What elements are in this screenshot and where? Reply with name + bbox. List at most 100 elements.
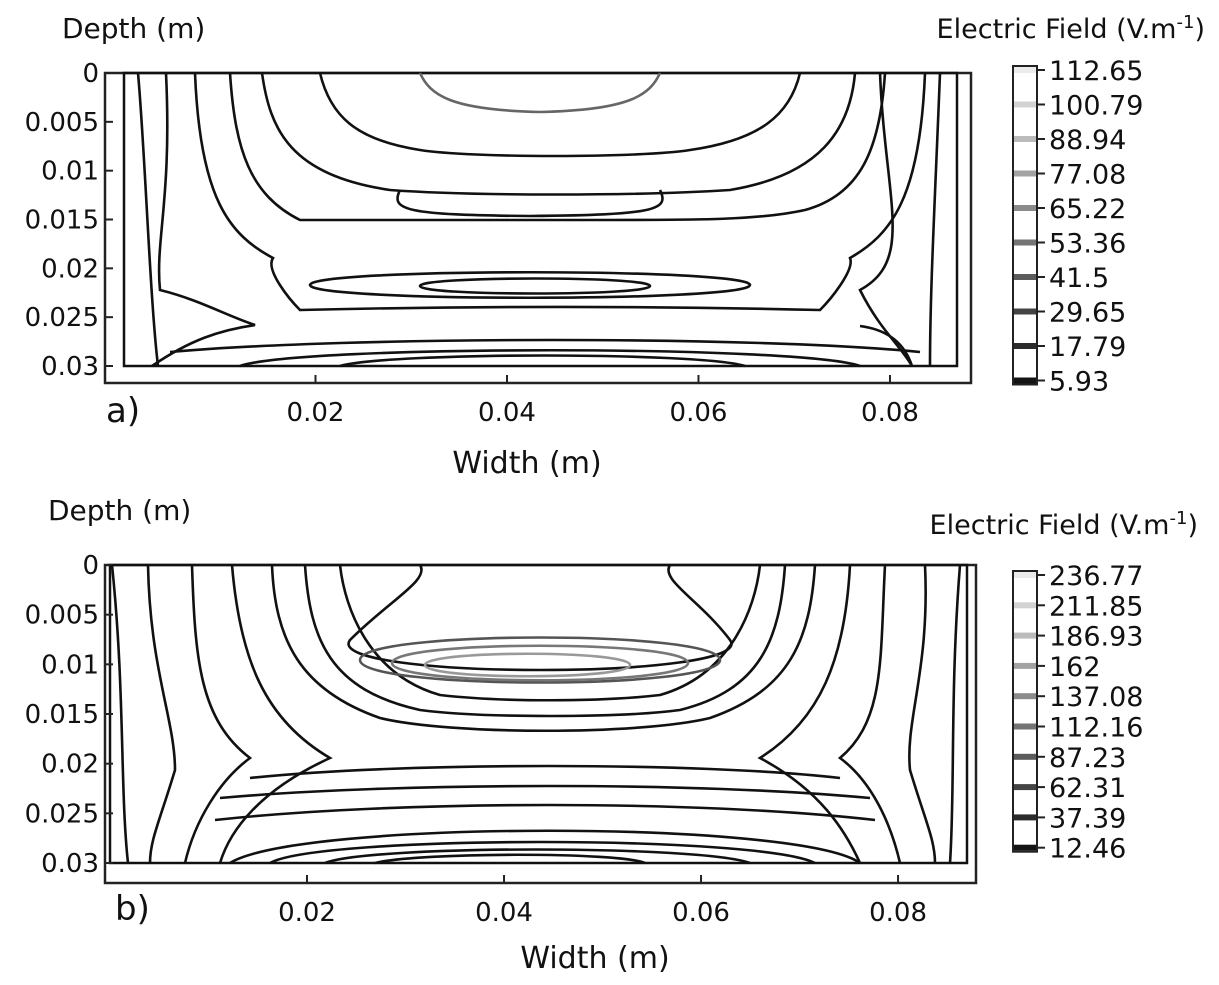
- colorbar-frame: [1012, 65, 1038, 386]
- y-tick-label: 0.025: [25, 799, 99, 829]
- contour-lines: [110, 564, 962, 865]
- y-tick-label: 0.005: [25, 108, 99, 138]
- domain-boundary: [122, 71, 959, 368]
- contour-line: [418, 72, 662, 114]
- x-tick-label: 0.08: [861, 398, 919, 428]
- contour-line: [146, 564, 177, 864]
- colorbar-level-label: 236.77: [1049, 561, 1143, 592]
- colorbar-level-label: 41.5: [1049, 263, 1109, 294]
- colorbar-swatch: [1014, 572, 1036, 578]
- colorbar-level-label: 87.23: [1049, 743, 1126, 774]
- colorbar-swatch: [1014, 205, 1036, 211]
- x-axis-title: Width (m): [520, 941, 669, 976]
- contour-line: [390, 644, 690, 682]
- colorbar-level-label: 12.46: [1049, 834, 1126, 865]
- contour-line: [193, 72, 927, 312]
- y-tick-label: 0.03: [41, 849, 99, 879]
- colorbar-swatch: [1014, 170, 1036, 177]
- contour-line: [858, 72, 914, 367]
- x-tick-label: 0.04: [475, 898, 533, 928]
- x-tick-label: 0.08: [869, 898, 927, 928]
- colorbar-swatch: [1014, 632, 1036, 639]
- x-tick-label: 0.04: [478, 398, 536, 428]
- colorbar-swatch: [1014, 136, 1036, 142]
- colorbar-level-label: 100.79: [1049, 91, 1143, 122]
- contour-line: [151, 72, 256, 368]
- colorbar-level-label: 112.16: [1049, 713, 1143, 744]
- contour-line: [136, 72, 160, 367]
- contour-lines: [136, 72, 942, 368]
- colorbar-level-label: 5.93: [1049, 367, 1109, 398]
- contour-line: [347, 564, 733, 672]
- colorbar-swatch: [1014, 814, 1036, 821]
- colorbar-level-label: 29.65: [1049, 298, 1126, 329]
- x-tick-label: 0.06: [672, 898, 730, 928]
- colorbar-swatch: [1014, 602, 1036, 609]
- contour-line: [339, 354, 746, 368]
- contour-panel-a: Depth (m) Electric Field (V.m-1) 0 0.005 0…: [0, 0, 1219, 490]
- y-tick-label: 0.025: [25, 303, 99, 333]
- colorbar-level-label: 17.79: [1049, 332, 1126, 363]
- contour-line: [239, 348, 861, 368]
- contour-line: [396, 189, 664, 218]
- contour-line: [270, 564, 817, 733]
- contour-line: [928, 72, 942, 367]
- contour-line: [423, 652, 632, 678]
- colorbar-swatch: [1014, 784, 1036, 791]
- y-tick-label: 0: [82, 59, 99, 89]
- colorbar-level-label: 137.08: [1049, 682, 1143, 713]
- contour-line: [908, 564, 937, 864]
- colorbar-level-label: 62.31: [1049, 773, 1126, 804]
- contour-line: [269, 840, 816, 865]
- contour-line: [219, 784, 871, 800]
- colorbar-swatch: [1014, 308, 1036, 315]
- colorbar-swatch: [1014, 67, 1036, 73]
- colorbar-level-label: 37.39: [1049, 803, 1126, 834]
- contour-line: [229, 829, 861, 865]
- y-axis: 0 0.005 0.01 0.015 0.02 0.025 0.03: [25, 59, 113, 382]
- colorbar-swatch: [1014, 239, 1036, 246]
- contour-line: [837, 564, 902, 864]
- colorbar-swatch: [1014, 723, 1036, 730]
- colorbar-title: Electric Field (V.m-1): [937, 12, 1205, 45]
- colorbar-level-label: 211.85: [1049, 591, 1143, 622]
- contour-line: [110, 564, 130, 864]
- colorbar-swatch: [1014, 274, 1036, 280]
- contour-line: [249, 764, 841, 780]
- x-axis: 0.02 0.04 0.06 0.08: [278, 875, 927, 928]
- y-axis: 0 0.005 0.01 0.015 0.02 0.025 0.03: [25, 551, 113, 879]
- contour-line: [183, 564, 253, 864]
- contour-line: [358, 636, 722, 684]
- contour-line: [260, 72, 857, 196]
- contour-line: [859, 324, 914, 367]
- contour-line: [308, 270, 752, 300]
- colorbar-swatch: [1014, 377, 1036, 384]
- colorbar-level-label: 186.93: [1049, 622, 1143, 653]
- contour-line: [303, 564, 787, 718]
- colorbar-level-label: 65.22: [1049, 194, 1126, 225]
- contour-line: [418, 277, 652, 295]
- colorbar-swatch: [1014, 753, 1036, 760]
- panel-label: b): [115, 889, 150, 929]
- y-tick-label: 0.02: [41, 254, 99, 284]
- y-tick-label: 0.01: [41, 650, 99, 680]
- colorbar-legend: 236.77211.85186.93162137.08112.1687.2362…: [1012, 561, 1143, 865]
- colorbar-swatch: [1014, 343, 1036, 349]
- panel-label: a): [106, 391, 140, 431]
- y-axis-title: Depth (m): [62, 12, 205, 45]
- colorbar-swatch: [1014, 844, 1036, 851]
- colorbar-swatch: [1014, 693, 1036, 700]
- x-tick-label: 0.06: [670, 398, 728, 428]
- colorbar-frame: [1012, 570, 1038, 853]
- x-tick-label: 0.02: [278, 898, 336, 928]
- contour-line: [374, 853, 646, 865]
- contour-panel-b: Depth (m) Electric Field (V.m-1) 0 0.005 0…: [0, 490, 1219, 985]
- y-axis-title: Depth (m): [48, 494, 191, 527]
- colorbar-title: Electric Field (V.m-1): [930, 508, 1198, 541]
- y-tick-label: 0.03: [41, 352, 99, 382]
- colorbar-swatch: [1014, 662, 1036, 669]
- y-tick-label: 0.01: [41, 157, 99, 187]
